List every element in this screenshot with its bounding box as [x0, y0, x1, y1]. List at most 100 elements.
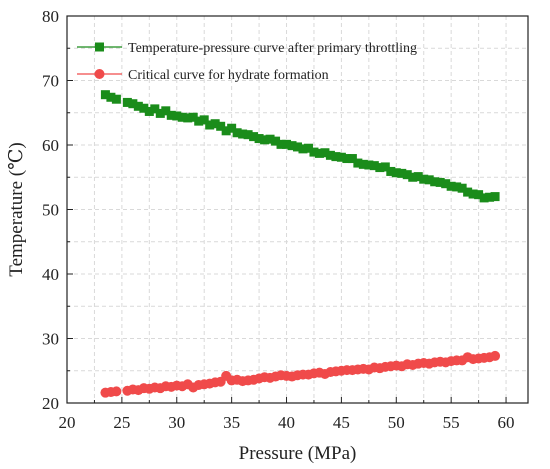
x-tick-label: 35	[223, 413, 240, 432]
data-point-square	[276, 139, 286, 149]
data-point-circle	[490, 350, 501, 361]
data-point-square	[424, 175, 434, 185]
data-point-square	[221, 126, 231, 136]
data-point-square	[347, 154, 357, 164]
data-point-square	[216, 121, 226, 131]
data-point-square	[106, 92, 116, 102]
data-point-square	[391, 168, 401, 178]
data-point-square	[260, 135, 270, 145]
x-axis-title: Pressure (MPa)	[239, 443, 357, 464]
data-point-square	[293, 142, 302, 152]
data-point-square	[122, 97, 132, 107]
x-tick-label: 45	[333, 413, 350, 432]
data-point-square	[177, 112, 187, 122]
data-point-square	[364, 160, 374, 170]
x-tick-label: 60	[498, 413, 515, 432]
data-point-square	[271, 136, 281, 146]
data-point-square	[479, 193, 489, 203]
data-point-square	[282, 139, 292, 149]
x-tick-label: 50	[388, 413, 405, 432]
data-point-square	[413, 172, 423, 182]
legend-label: Temperature-pressure curve after primary…	[128, 41, 417, 56]
data-point-circle	[111, 386, 122, 397]
data-point-square	[183, 113, 193, 123]
data-point-square	[325, 150, 335, 160]
legend-item-1: Temperature-pressure curve after primary…	[77, 41, 417, 56]
grid-layer	[67, 16, 528, 403]
x-tick-label: 30	[168, 413, 185, 432]
series-2	[100, 350, 501, 398]
data-point-square	[210, 119, 220, 129]
data-point-square	[353, 158, 363, 168]
data-point-square	[386, 166, 396, 176]
data-point-square	[468, 189, 478, 199]
data-point-square	[100, 90, 110, 100]
data-point-square	[172, 111, 182, 121]
data-point-square	[243, 130, 253, 140]
data-point-square	[430, 177, 440, 187]
data-point-square	[457, 183, 467, 193]
data-point-square	[139, 103, 149, 113]
data-point-square	[309, 147, 319, 157]
y-tick-label: 80	[42, 7, 59, 26]
legend-marker-circle	[94, 69, 105, 79]
data-point-square	[188, 112, 198, 122]
data-point-square	[452, 182, 462, 192]
series-layer	[100, 90, 501, 398]
data-point-square	[342, 154, 352, 164]
data-point-square	[402, 170, 412, 180]
data-point-square	[408, 172, 418, 182]
data-point-square	[314, 148, 324, 158]
data-point-square	[331, 152, 341, 162]
data-point-square	[205, 120, 215, 130]
data-point-square	[199, 115, 209, 125]
data-point-square	[232, 128, 242, 138]
data-point-square	[380, 162, 390, 172]
data-point-square	[133, 101, 143, 111]
y-tick-label: 20	[42, 394, 59, 413]
data-point-square	[111, 94, 121, 104]
y-tick-label: 60	[42, 136, 59, 155]
data-point-square	[446, 181, 456, 191]
x-tick-label: 20	[59, 413, 76, 432]
data-point-square	[419, 174, 429, 184]
y-tick-label: 70	[42, 72, 59, 91]
data-point-square	[194, 116, 204, 126]
data-point-square	[298, 144, 308, 154]
data-point-square	[265, 134, 275, 144]
data-point-square	[441, 179, 451, 189]
legend: Temperature-pressure curve after primary…	[77, 41, 417, 83]
data-point-square	[150, 104, 160, 114]
data-point-square	[435, 177, 445, 187]
data-point-square	[227, 123, 237, 133]
x-tick-label: 25	[113, 413, 130, 432]
y-tick-label: 30	[42, 330, 59, 349]
data-point-square	[166, 110, 176, 120]
data-point-square	[287, 141, 297, 151]
data-point-square	[249, 132, 259, 142]
tick-layer: 20 25 30 35 40 45 50 55 60 20 30 40 50 60 70 80	[42, 7, 515, 432]
data-point-square	[397, 168, 407, 178]
data-point-square	[369, 161, 379, 171]
data-point-square	[336, 152, 346, 162]
data-point-square	[161, 106, 171, 116]
data-point-square	[463, 187, 473, 197]
y-tick-label: 40	[42, 265, 59, 284]
x-tick-label: 40	[278, 413, 295, 432]
data-point-square	[303, 143, 313, 153]
data-point-square	[485, 192, 495, 202]
data-point-square	[375, 163, 385, 173]
legend-item-2: Critical curve for hydrate formation	[77, 68, 329, 83]
data-point-square	[474, 190, 484, 200]
data-point-square	[155, 108, 165, 118]
data-point-square	[358, 159, 368, 169]
data-point-square	[238, 129, 248, 139]
legend-label: Critical curve for hydrate formation	[128, 68, 329, 83]
y-tick-label: 50	[42, 201, 59, 220]
data-point-square	[128, 99, 138, 109]
data-point-square	[490, 192, 500, 202]
data-point-square	[254, 134, 264, 144]
data-point-square	[144, 106, 154, 116]
x-tick-label: 55	[443, 413, 460, 432]
